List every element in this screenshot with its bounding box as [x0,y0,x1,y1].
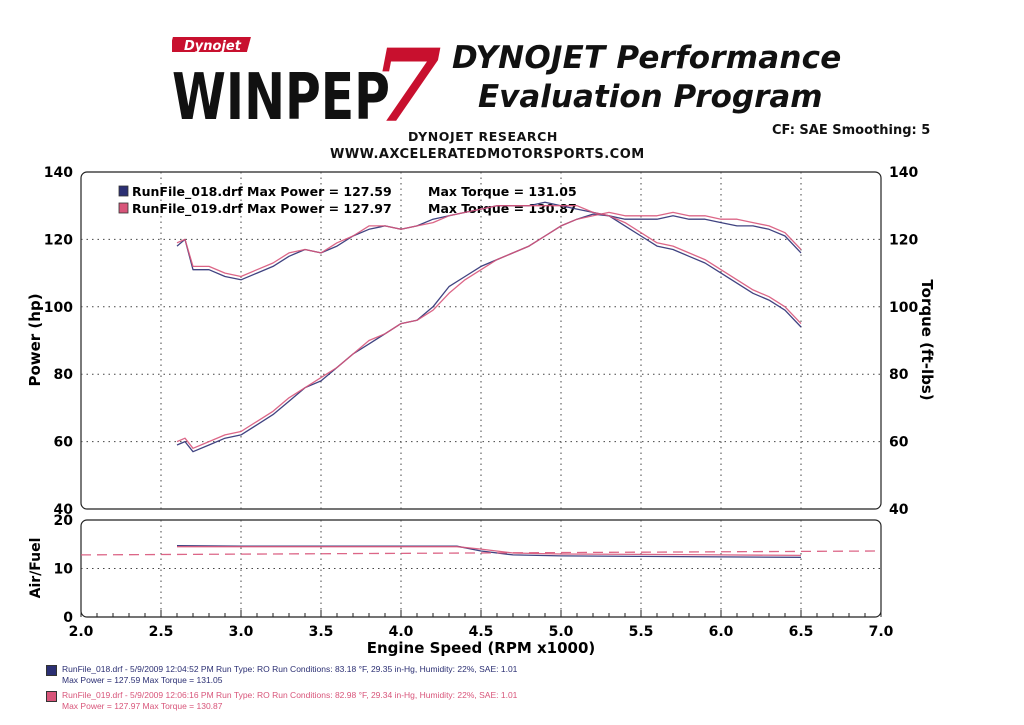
x-tick-label: 5.5 [629,624,654,640]
footer-run-019-line2: Max Power = 127.97 Max Torque = 130.87 [62,701,223,711]
x-tick-label: 3.0 [229,624,254,640]
x-tick-label: 7.0 [869,624,894,640]
x-tick-label: 4.0 [389,624,414,640]
website-label: WWW.AXCELERATEDMOTORSPORTS.COM [330,147,645,162]
airfuel-axis-label: Air/Fuel [28,538,44,599]
legend-power-entry: RunFile_019.drf Max Power = 127.97 [132,201,392,217]
legend-swatch [118,185,129,197]
run-018-swatch [46,665,57,676]
legend-power-entry: RunFile_018.drf Max Power = 127.59 [132,184,392,200]
header-title-line2: Evaluation Program [478,79,823,115]
airfuel-tick-label: 10 [54,562,74,578]
x-axis-label: Engine Speed (RPM x1000) [367,639,596,657]
legend-swatch [118,202,129,214]
x-tick-label: 6.5 [789,624,814,640]
y-left-tick-label: 140 [44,165,73,181]
winpep-logo: Dynojet WINPEP 7 [168,27,444,145]
y-left-tick-label: 80 [54,367,74,383]
airfuel-plot-frame [80,519,882,618]
airfuel-tick-label: 0 [63,610,73,626]
correction-smoothing-label: CF: SAE Smoothing: 5 [772,123,931,138]
y-left-tick-label: 120 [44,232,73,248]
header-title-line1: DYNOJET Performance [452,40,842,76]
y-right-tick-label: 40 [889,502,909,518]
y-left-tick-label: 60 [54,435,74,451]
series-line-airfuel-run019 [177,546,802,557]
x-tick-label: 2.0 [69,624,94,640]
footer-run-018-line2: Max Power = 127.59 Max Torque = 131.05 [62,675,223,685]
legend-torque-entry: Max Torque = 130.87 [428,201,577,216]
x-tick-label: 5.0 [549,624,574,640]
x-tick-label: 4.5 [469,624,494,640]
y-right-tick-label: 60 [889,435,909,451]
y-left-tick-label: 100 [44,300,73,316]
series-line-torque-run019 [176,205,802,325]
x-tick-label: 2.5 [149,624,174,640]
logo-main-text: WINPEP [172,61,390,125]
y-right-tick-label: 80 [889,367,909,383]
airfuel-target-line [80,550,882,556]
footer-run-019: RunFile_019.drf - 5/9/2009 12:06:16 PM R… [46,690,517,712]
y-right-axis-label: Torque (ft-lbs) [918,279,936,400]
y-left-axis-label: Power (hp) [26,293,44,386]
legend-torque-entry: Max Torque = 131.05 [428,184,577,199]
y-right-tick-label: 140 [889,165,918,181]
footer-run-018: RunFile_018.drf - 5/9/2009 12:04:52 PM R… [46,664,517,686]
series-line-power-run019 [176,211,802,449]
logo-small-text: Dynojet [184,39,242,54]
x-tick-label: 6.0 [709,624,734,640]
airfuel-tick-label: 20 [54,513,74,529]
y-right-tick-label: 100 [889,300,918,316]
run-019-swatch [46,691,57,702]
y-right-tick-label: 120 [889,232,918,248]
winpep-logo-graphic: Dynojet WINPEP 7 [168,27,442,145]
research-label: DYNOJET RESEARCH [408,129,558,144]
x-tick-label: 3.5 [309,624,334,640]
y-left-tick-label: 40 [54,502,74,518]
footer-run-019-line1: RunFile_019.drf - 5/9/2009 12:06:16 PM R… [62,690,518,700]
series-line-power-run018 [176,213,802,453]
footer-run-018-line1: RunFile_018.drf - 5/9/2009 12:04:52 PM R… [62,664,518,674]
